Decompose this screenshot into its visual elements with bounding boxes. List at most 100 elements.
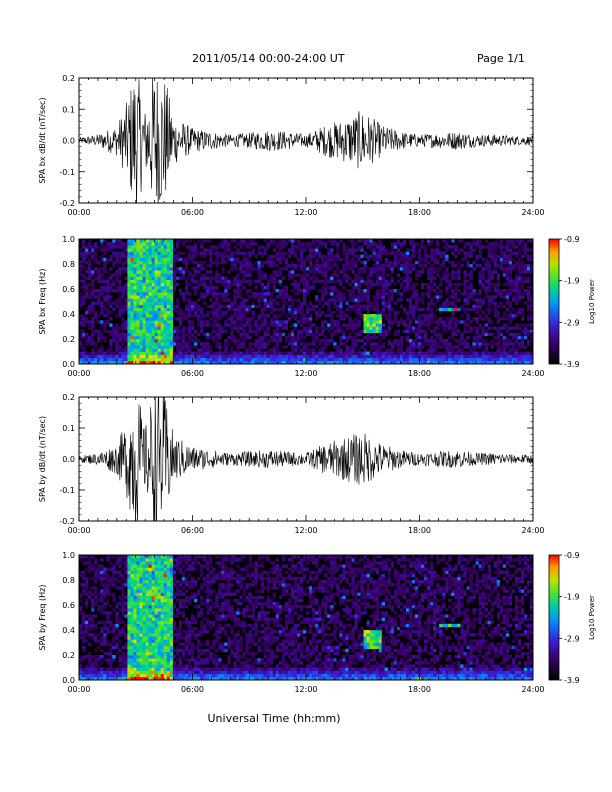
heatmap-cell	[166, 351, 171, 355]
heatmap-cell	[257, 267, 261, 271]
heatmap-cell	[484, 257, 488, 262]
heatmap-cell	[203, 348, 207, 352]
heatmap-cell	[309, 254, 313, 259]
heatmap-cell	[366, 245, 370, 249]
heatmap-cell	[457, 276, 461, 280]
heatmap-cell	[414, 289, 419, 293]
heatmap-cell	[466, 242, 470, 246]
heatmap-cell	[221, 298, 225, 302]
heatmap-cell	[411, 295, 416, 299]
heatmap-cell	[269, 357, 274, 362]
heatmap-cell	[318, 332, 322, 337]
heatmap-cell	[442, 264, 446, 268]
heatmap-cell	[302, 295, 307, 299]
heatmap-cell	[172, 307, 177, 312]
heatmap-cell	[88, 360, 92, 365]
heatmap-cell	[360, 339, 364, 343]
heatmap-cell	[369, 248, 373, 252]
heatmap-cell	[151, 257, 155, 262]
heatmap-cell	[88, 667, 92, 671]
heatmap-cell	[169, 354, 174, 359]
heatmap-cell	[215, 317, 219, 321]
heatmap-cell	[366, 239, 370, 243]
heatmap-cell	[339, 339, 343, 343]
heatmap-cell	[306, 242, 310, 246]
heatmap-cell	[100, 276, 104, 280]
heatmap-cell	[130, 254, 134, 259]
heatmap-cell	[257, 264, 261, 268]
heatmap-cell	[339, 270, 343, 274]
heatmap-cell	[103, 636, 107, 640]
heatmap-cell	[408, 304, 413, 309]
heatmap-cell	[284, 295, 289, 299]
heatmap-cell	[529, 270, 534, 274]
heatmap-cell	[94, 314, 98, 318]
heatmap-cell	[103, 307, 107, 312]
heatmap-cell	[194, 360, 198, 365]
heatmap-cell	[136, 285, 140, 290]
heatmap-cell	[299, 342, 304, 346]
heatmap-cell	[166, 285, 171, 290]
heatmap-cell	[354, 317, 358, 321]
heatmap-cell	[375, 251, 379, 255]
heatmap-cell	[103, 570, 107, 575]
heatmap-cell	[375, 264, 379, 268]
heatmap-cell	[190, 267, 195, 271]
heatmap-cell	[508, 326, 513, 330]
heatmap-cell	[360, 298, 364, 302]
heatmap-cell	[157, 357, 162, 362]
heatmap-cell	[151, 317, 155, 321]
heatmap-cell	[127, 348, 131, 352]
heatmap-cell	[517, 332, 522, 337]
heatmap-cell	[327, 248, 331, 252]
heatmap-cell	[460, 332, 464, 337]
heatmap-cell	[417, 295, 422, 299]
heatmap-cell	[454, 245, 458, 249]
heatmap-cell	[402, 285, 407, 290]
heatmap-cell	[487, 289, 491, 293]
heatmap-cell	[257, 273, 261, 277]
heatmap-cell	[321, 270, 325, 274]
heatmap-cell	[94, 676, 98, 681]
heatmap-cell	[366, 335, 370, 340]
heatmap-cell	[460, 304, 464, 309]
heatmap-cell	[381, 298, 385, 302]
heatmap-cell	[469, 242, 473, 246]
heatmap-cell	[172, 254, 177, 259]
y-tick-label: 0.0	[62, 137, 75, 146]
heatmap-cell	[139, 310, 143, 315]
heatmap-cell	[502, 351, 507, 355]
heatmap-cell	[239, 267, 243, 271]
heatmap-cell	[121, 335, 125, 340]
heatmap-cell	[330, 335, 334, 340]
heatmap-cell	[79, 267, 83, 271]
heatmap-cell	[115, 335, 119, 340]
heatmap-cell	[254, 339, 258, 343]
heatmap-cell	[275, 295, 280, 299]
heatmap-cell	[475, 329, 479, 334]
heatmap-cell	[136, 248, 140, 252]
heatmap-cell	[190, 354, 195, 359]
heatmap-cell	[91, 317, 95, 321]
heatmap-cell	[224, 339, 228, 343]
heatmap-cell	[260, 342, 264, 346]
heatmap-cell	[433, 304, 437, 309]
heatmap-cell	[324, 264, 328, 268]
heatmap-cell	[302, 351, 307, 355]
heatmap-cell	[375, 267, 379, 271]
heatmap-cell	[248, 295, 252, 299]
heatmap-cell	[163, 295, 168, 299]
heatmap-cell	[466, 323, 470, 327]
heatmap-cell	[266, 289, 270, 293]
heatmap-cell	[451, 320, 455, 324]
heatmap-cell	[484, 260, 488, 265]
heatmap-cell	[166, 254, 171, 259]
heatmap-cell	[181, 270, 186, 274]
heatmap-cell	[517, 335, 522, 340]
heatmap-cell	[203, 254, 207, 259]
heatmap-cell	[366, 314, 370, 318]
y-tick-label: 0.2	[62, 74, 75, 83]
heatmap-cell	[302, 360, 307, 365]
heatmap-cell	[520, 357, 525, 362]
heatmap-cell	[242, 360, 246, 365]
